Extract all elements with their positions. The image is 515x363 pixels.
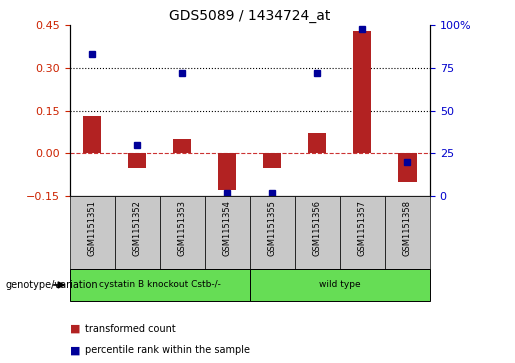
Text: GSM1151356: GSM1151356 (313, 200, 322, 256)
Bar (385, 196, 430, 269)
Text: GSM1151353: GSM1151353 (178, 200, 186, 256)
Text: GSM1151355: GSM1151355 (268, 200, 277, 256)
Text: wild type: wild type (319, 281, 360, 289)
Bar (340, 196, 385, 269)
Bar (250, 196, 295, 269)
Bar (399, 153, 417, 182)
Title: GDS5089 / 1434724_at: GDS5089 / 1434724_at (169, 9, 331, 23)
Bar (218, 153, 236, 190)
Text: GSM1151354: GSM1151354 (223, 200, 232, 256)
Bar (173, 139, 191, 153)
Text: genotype/variation: genotype/variation (5, 280, 98, 290)
Bar (263, 153, 281, 168)
Bar (250, 269, 430, 301)
Text: GSM1151351: GSM1151351 (88, 200, 96, 256)
Text: GSM1151352: GSM1151352 (133, 200, 142, 256)
Bar (205, 196, 250, 269)
Bar (70, 196, 114, 269)
Text: GSM1151357: GSM1151357 (358, 200, 367, 256)
Bar (353, 31, 371, 153)
Text: ■: ■ (70, 345, 80, 355)
Bar (295, 196, 340, 269)
Text: transformed count: transformed count (85, 323, 176, 334)
Bar (114, 196, 160, 269)
Text: percentile rank within the sample: percentile rank within the sample (85, 345, 250, 355)
Bar (128, 153, 146, 168)
Text: ■: ■ (70, 323, 80, 334)
Text: cystatin B knockout Cstb-/-: cystatin B knockout Cstb-/- (99, 281, 220, 289)
Text: GSM1151358: GSM1151358 (403, 200, 412, 256)
Bar (160, 196, 205, 269)
Bar (308, 134, 327, 153)
Bar (83, 117, 101, 153)
Bar (70, 269, 250, 301)
